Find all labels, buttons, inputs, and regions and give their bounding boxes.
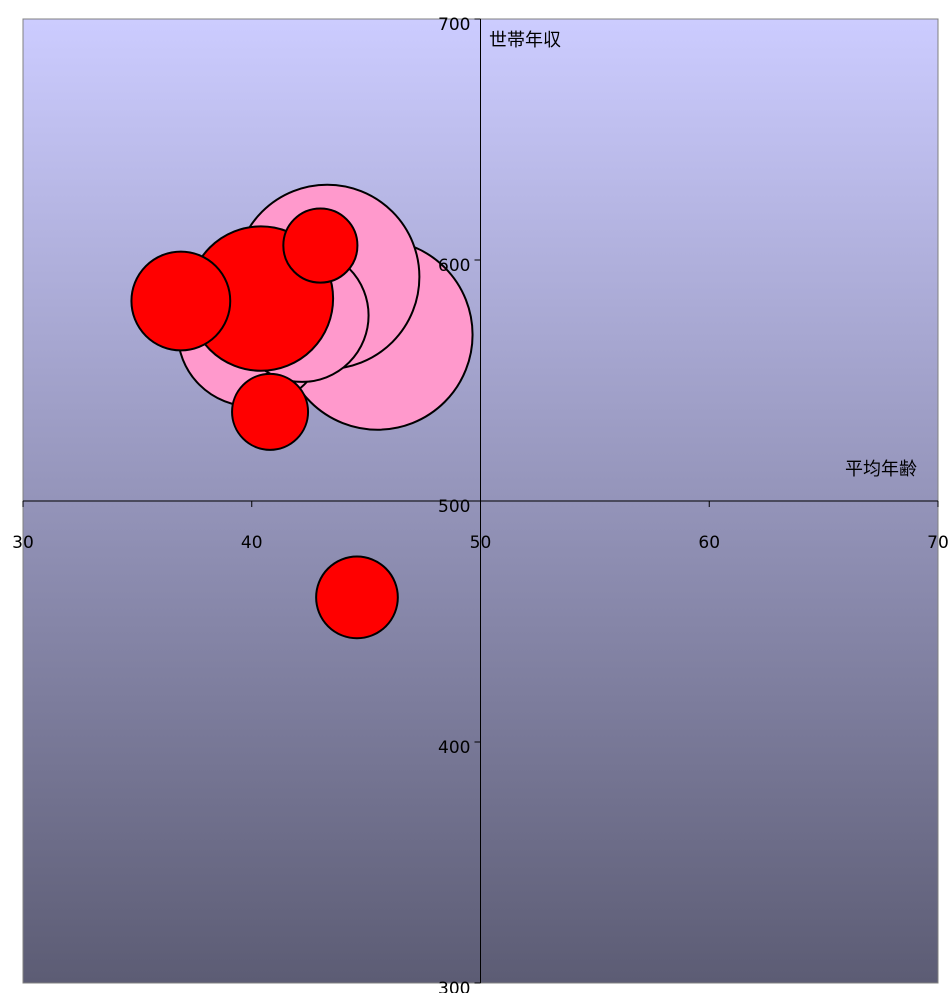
axes xyxy=(22,18,939,984)
bubble xyxy=(315,555,399,640)
y-tick-label: 300 xyxy=(438,979,470,993)
tick-labels: 30 40 50 60 70 300 400 500 600 700 xyxy=(12,15,949,993)
x-tick-label: 50 xyxy=(470,533,492,553)
bubble xyxy=(231,372,310,451)
y-tick-label: 600 xyxy=(438,256,470,276)
bubble xyxy=(130,250,232,352)
y-axis-title: 世帯年収 xyxy=(489,30,561,51)
y-tick-label: 500 xyxy=(438,497,470,517)
x-tick-label: 30 xyxy=(12,533,34,553)
x-tick-label: 70 xyxy=(927,533,949,553)
bubble xyxy=(282,207,359,284)
y-tick-label: 700 xyxy=(438,15,470,35)
y-tick-label: 400 xyxy=(438,738,470,758)
x-axis-title: 平均年齢 xyxy=(845,459,917,480)
x-tick-label: 40 xyxy=(241,533,263,553)
bubbles xyxy=(130,183,474,640)
x-tick-label: 60 xyxy=(698,533,720,553)
